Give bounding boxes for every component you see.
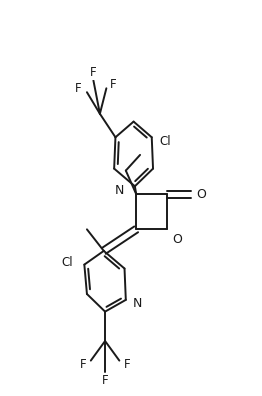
Text: F: F	[90, 66, 97, 79]
Text: F: F	[110, 78, 116, 91]
Text: N: N	[133, 297, 142, 310]
Text: F: F	[80, 358, 86, 371]
Text: N: N	[115, 184, 124, 197]
Text: Cl: Cl	[159, 135, 171, 148]
Text: O: O	[196, 188, 206, 201]
Text: F: F	[124, 358, 130, 371]
Text: F: F	[75, 82, 81, 95]
Text: F: F	[102, 374, 108, 386]
Text: O: O	[173, 232, 183, 246]
Text: Cl: Cl	[62, 256, 73, 269]
